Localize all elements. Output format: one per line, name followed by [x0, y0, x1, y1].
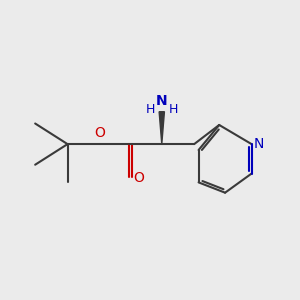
Text: N: N: [254, 137, 264, 151]
Text: O: O: [133, 171, 144, 185]
Text: O: O: [94, 126, 105, 140]
Polygon shape: [159, 112, 164, 144]
Text: N: N: [156, 94, 168, 108]
Text: H: H: [146, 103, 155, 116]
Text: H: H: [168, 103, 178, 116]
